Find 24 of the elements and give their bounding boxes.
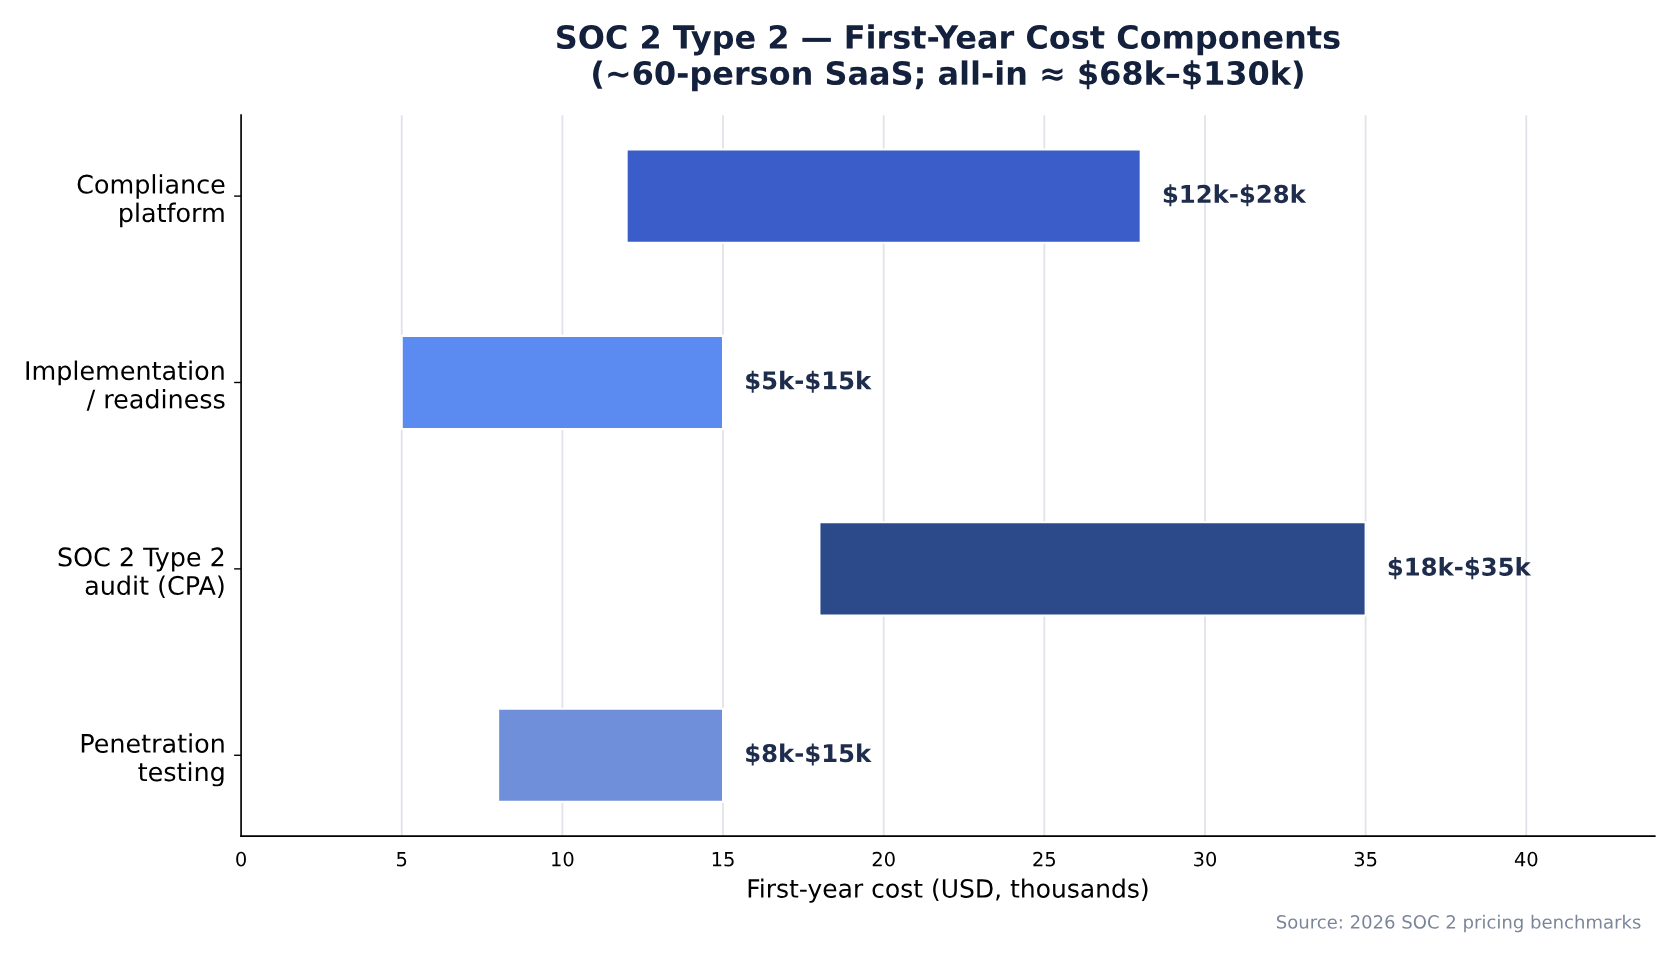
annotation: $5k-$15k: [746, 370, 872, 393]
chart-title: SOC 2 Type 2 — First-Year Cost Components (~60-person SaaS; all-in ≈ $68k–$130k): [557, 24, 1340, 92]
x-tick-label: 0: [236, 851, 246, 867]
x-tick-label: 40: [1514, 851, 1538, 867]
x-tick-label: 20: [872, 851, 895, 867]
bar: [818, 521, 1367, 617]
x-tick-label: 5: [397, 852, 407, 867]
bar: [497, 707, 725, 803]
bar: [625, 148, 1142, 244]
bar: [400, 334, 725, 431]
x-tick-label: 35: [1354, 851, 1377, 867]
annotation: $18k-$35k: [1388, 557, 1532, 580]
annotation: $8k-$15k: [746, 743, 872, 766]
annotation: $12k-$28k: [1163, 184, 1307, 207]
x-axis-title: First-year cost (USD, thousands): [748, 878, 1148, 903]
x-tick-label: 10: [552, 851, 574, 867]
y-tick-label: Compliance platform: [77, 174, 225, 228]
y-tick-label: Implementation / readiness: [26, 360, 225, 411]
x-tick-label: 25: [1033, 851, 1055, 867]
x-tick-label: 15: [712, 852, 734, 867]
source-note: Source: 2026 SOC 2 pricing benchmarks: [1276, 914, 1641, 933]
x-tick-label: 30: [1194, 851, 1217, 867]
y-tick-label: SOC 2 Type 2 audit (CPA): [58, 547, 224, 599]
y-tick-label: Penetration testing: [81, 733, 224, 787]
